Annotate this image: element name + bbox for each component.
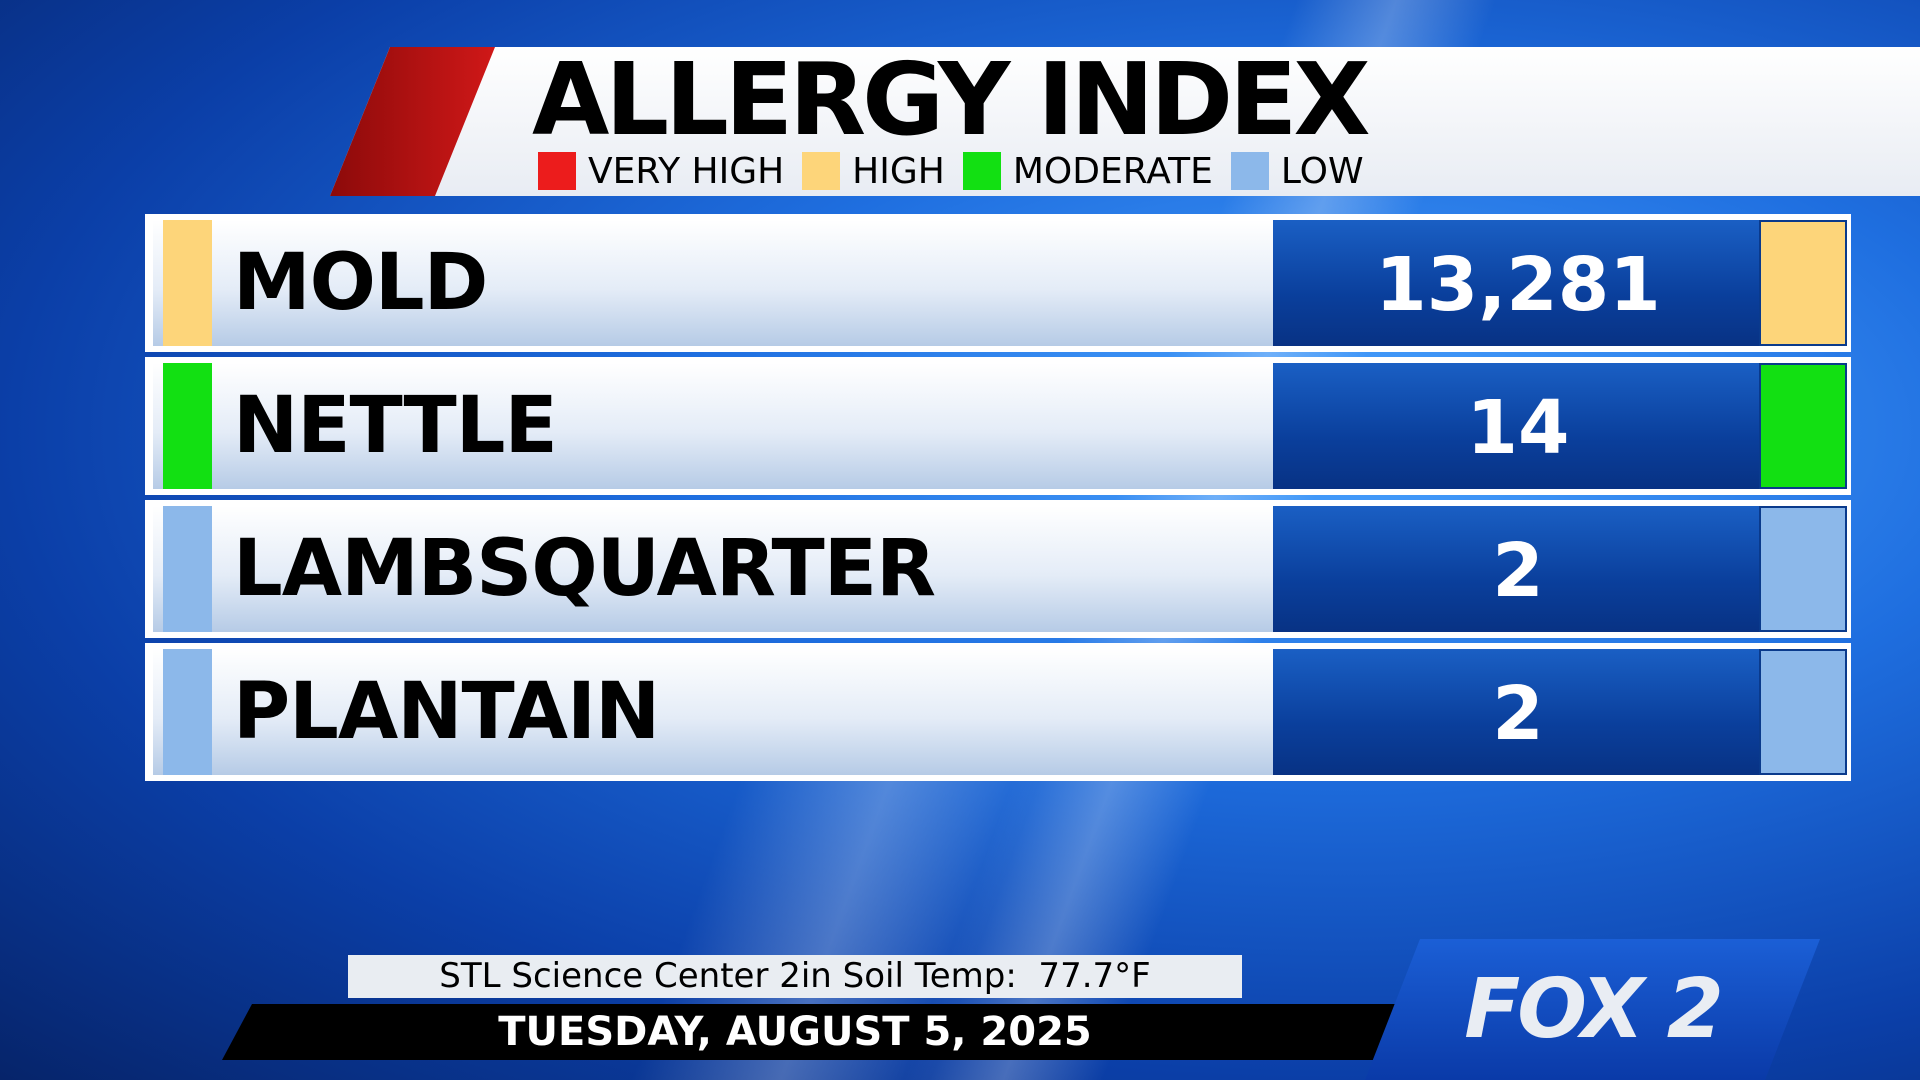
level-indicator [163,363,212,489]
value-box [1273,649,1763,775]
legend: VERY HIGH HIGH MODERATE LOW [538,150,1382,192]
legend-item: VERY HIGH [538,151,784,192]
allergen-name: PLANTAIN [233,667,660,757]
allergen-name: LAMBSQUARTER [233,524,936,614]
legend-item: MODERATE [962,150,1213,192]
legend-swatch [538,152,576,190]
date: TUESDAY, AUGUST 5, 2025 [498,1009,1092,1055]
table-row: NETTLE 14 [145,357,1851,495]
header-banner [330,47,1920,196]
table-row: PLANTAIN 2 [145,643,1851,781]
level-indicator [163,506,212,632]
legend-item: LOW [1230,150,1364,192]
level-block [1759,649,1847,775]
level-indicator [163,220,212,346]
date-bar [222,1004,1402,1060]
legend-label: VERY HIGH [588,150,785,192]
row-background [153,506,1403,632]
row-background [153,363,1403,489]
legend-item: HIGH [802,151,945,192]
allergen-count: 14 [1466,385,1570,471]
allergen-count: 2 [1492,528,1544,614]
allergen-count: 2 [1492,671,1544,757]
table-row: LAMBSQUARTER 2 [145,500,1851,638]
legend-swatch [1230,152,1269,190]
row-background [153,649,1403,775]
table-row: MOLD 13,281 [145,214,1851,352]
soil-temp: STL Science Center 2in Soil Temp: 77.7°F [348,955,1242,998]
level-block [1759,506,1847,632]
level-block [1759,363,1847,489]
level-block [1759,220,1847,346]
allergen-name: MOLD [233,238,488,328]
legend-swatch [802,152,841,190]
legend-label: MODERATE [1012,150,1213,192]
legend-label: LOW [1280,150,1364,192]
legend-label: HIGH [852,150,945,192]
allergen-count: 13,281 [1375,242,1661,328]
value-box [1273,220,1763,346]
logo-box [1365,939,1820,1080]
level-indicator [163,649,212,775]
value-box [1273,506,1763,632]
legend-swatch [962,152,1001,190]
logo: FOX 2 [1464,962,1724,1057]
row-background [153,220,1403,346]
title: ALLERGY INDEX [532,41,1371,158]
value-box [1273,363,1763,489]
allergen-name: NETTLE [233,381,558,471]
